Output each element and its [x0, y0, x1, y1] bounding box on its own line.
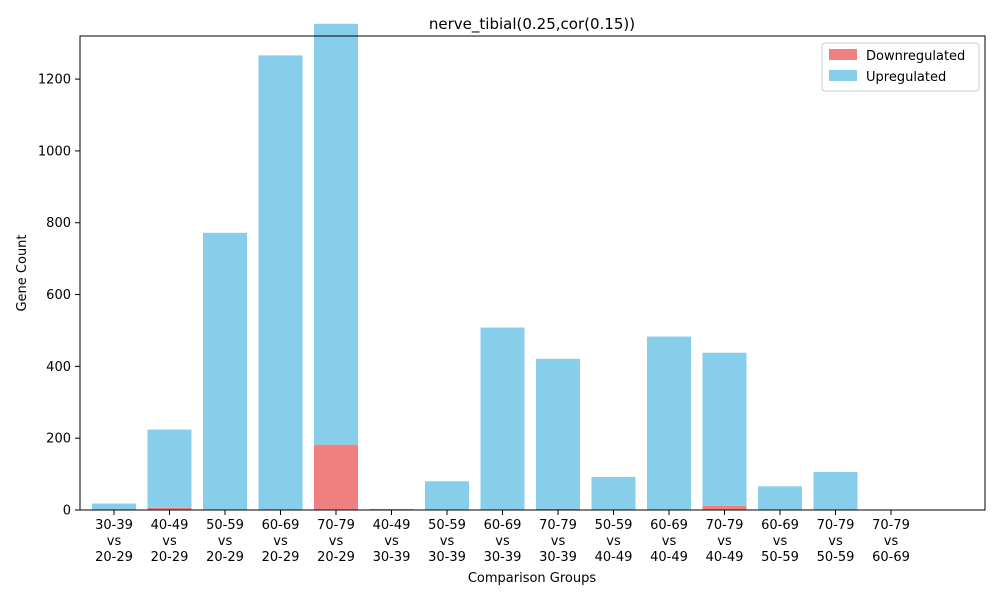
y-tick-label: 400 — [46, 360, 71, 375]
x-tick-label: 60-69 vs 40-49 — [650, 518, 688, 565]
legend-swatch-upregulated — [829, 70, 857, 81]
bar-upregulated-12 — [758, 486, 802, 510]
bar-upregulated-5 — [369, 508, 414, 510]
bar-upregulated-7 — [480, 327, 525, 510]
bar-upregulated-1 — [147, 429, 192, 508]
x-tick-label: 40-49 vs 30-39 — [373, 518, 411, 565]
y-axis-label: Gene Count — [15, 234, 30, 311]
x-tick-label: 70-79 vs 20-29 — [317, 518, 355, 565]
chart-title: nerve_tibial(0.25,cor(0.15)) — [429, 15, 635, 34]
bar-downregulated-1 — [147, 507, 192, 510]
y-tick-label: 1200 — [38, 73, 71, 88]
bar-upregulated-11 — [702, 352, 747, 506]
x-tick-label: 50-59 vs 40-49 — [595, 518, 633, 565]
x-axis: 30-39 vs 20-29 40-49 vs 20-29 50-59 vs 20-29 60-6… — [95, 510, 910, 565]
y-tick-label: 200 — [46, 432, 71, 447]
bar-upregulated-13 — [813, 471, 858, 510]
bar-downregulated-4 — [314, 444, 358, 510]
x-tick-label: 70-79 vs 60-69 — [872, 518, 910, 565]
x-tick-label: 70-79 vs 30-39 — [539, 518, 577, 565]
y-tick-label: 1000 — [38, 144, 71, 159]
bar-upregulated-9 — [591, 476, 636, 510]
bar-upregulated-4 — [314, 23, 358, 445]
x-tick-label: 70-79 vs 50-59 — [817, 518, 855, 565]
x-tick-label: 50-59 vs 30-39 — [428, 518, 466, 565]
x-tick-label: 50-59 vs 20-29 — [206, 518, 244, 565]
x-tick-label: 40-49 vs 20-29 — [151, 518, 189, 565]
bar-upregulated-2 — [203, 232, 247, 511]
legend-label-upregulated: Upregulated — [866, 70, 946, 85]
bar-downregulated-8 — [536, 508, 580, 510]
y-tick-label: 600 — [46, 288, 71, 303]
legend: Downregulated Upregulated — [821, 42, 980, 92]
bar-upregulated-6 — [425, 481, 469, 510]
bar-upregulated-8 — [536, 358, 580, 509]
bar-upregulated-10 — [647, 336, 691, 510]
y-axis: 0 200 400 600 800 1000 1200 — [38, 73, 80, 519]
x-tick-label: 60-69 vs 20-29 — [262, 518, 300, 565]
x-tick-label: 60-69 vs 50-59 — [761, 518, 799, 565]
x-tick-label: 60-69 vs 30-39 — [484, 518, 522, 565]
plot-frame — [79, 35, 986, 511]
bar-upregulated-3 — [258, 55, 303, 511]
bar-upregulated-0 — [92, 503, 136, 510]
bars-layer — [92, 23, 913, 511]
y-tick-label: 800 — [46, 216, 71, 231]
legend-swatch-downregulated — [829, 49, 857, 60]
x-tick-label: 70-79 vs 40-49 — [706, 518, 744, 565]
bar-downregulated-11 — [702, 505, 747, 510]
legend-box — [821, 42, 980, 92]
x-axis-label: Comparison Groups — [468, 571, 597, 586]
y-tick-label: 0 — [63, 504, 71, 519]
legend-label-downregulated: Downregulated — [866, 49, 965, 64]
x-tick-label: 30-39 vs 20-29 — [95, 518, 133, 565]
